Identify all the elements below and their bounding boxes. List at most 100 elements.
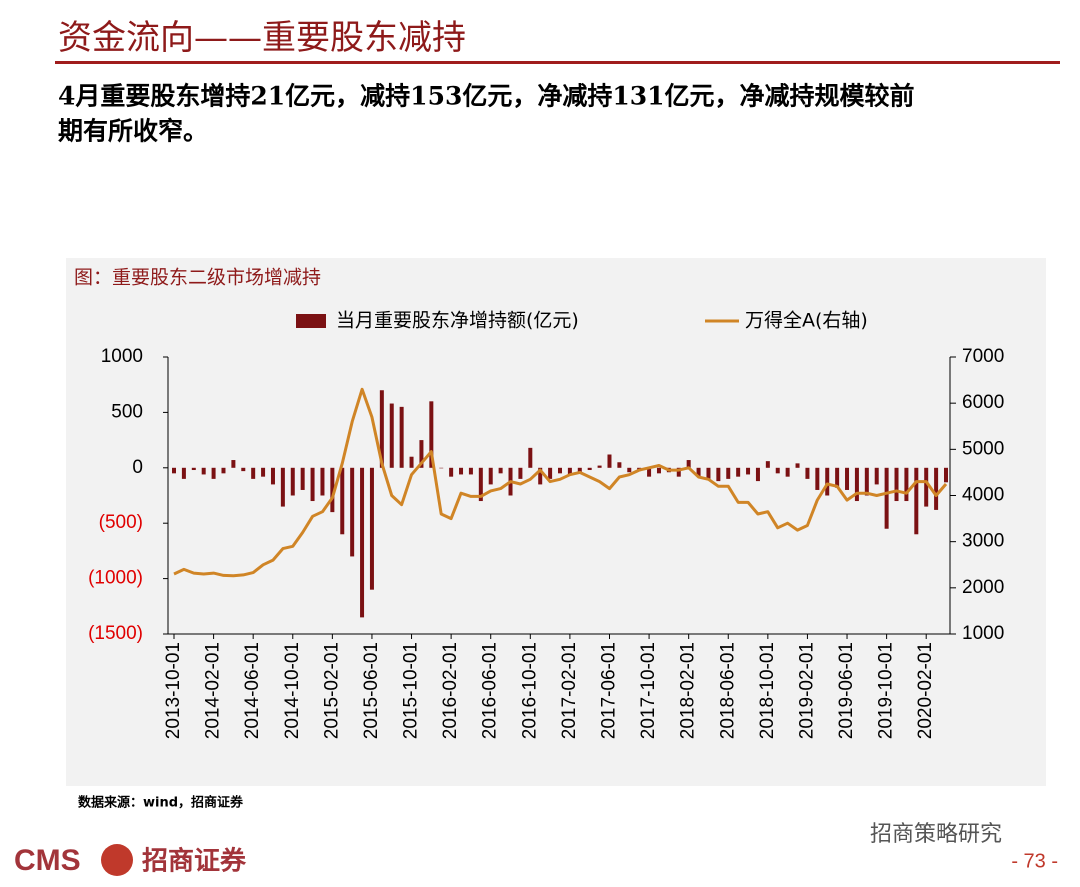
- watermark: 招商策略研究: [870, 822, 1002, 847]
- bar: [439, 467, 444, 469]
- bar: [211, 467, 216, 479]
- bar: [647, 467, 652, 477]
- y-tick-label: 0: [132, 457, 143, 478]
- bar: [270, 467, 275, 485]
- x-tick-label: 2014-06-01: [242, 642, 263, 739]
- summary-line: 期有所收窄。: [58, 117, 208, 146]
- y2-tick-label: 2000: [962, 577, 1004, 598]
- y2-tick-label: 3000: [962, 531, 1004, 552]
- bar: [558, 467, 562, 474]
- bar: [429, 401, 434, 468]
- bar: [330, 467, 335, 513]
- bar: [488, 467, 493, 485]
- bar: [231, 460, 236, 468]
- bar: [498, 467, 503, 474]
- bar: [716, 467, 721, 482]
- bar: [805, 467, 810, 479]
- bar: [934, 467, 939, 510]
- x-tick-label: 2020-02-01: [915, 642, 936, 739]
- bar: [191, 467, 196, 471]
- bar: [765, 461, 770, 468]
- bar: [686, 460, 691, 468]
- bar: [775, 467, 780, 474]
- x-tick-label: 2018-06-01: [717, 642, 738, 739]
- bar: [241, 467, 246, 472]
- bar: [409, 456, 414, 468]
- legend-label: 万得全A(右轴): [745, 310, 868, 332]
- x-tick-label: 2017-10-01: [638, 642, 659, 739]
- bar: [706, 467, 711, 479]
- bar: [746, 467, 751, 475]
- bar: [449, 467, 454, 477]
- title-rule: [55, 61, 1060, 64]
- bar: [627, 467, 632, 473]
- bar: [597, 465, 602, 468]
- bar: [320, 467, 325, 496]
- bar: [290, 467, 295, 496]
- bar: [656, 467, 661, 474]
- bar: [894, 467, 899, 502]
- bar: [548, 467, 553, 479]
- bar: [736, 467, 741, 477]
- bar: [587, 467, 592, 471]
- source: 数据来源：wind，招商证券: [78, 795, 244, 811]
- bar: [914, 467, 919, 535]
- y-tick-label: (500): [99, 512, 143, 533]
- bar: [755, 467, 760, 482]
- x-tick-label: 2013-10-01: [163, 642, 184, 739]
- bar: [399, 406, 404, 468]
- x-tick-label: 2014-10-01: [282, 642, 303, 739]
- y-tick-label: 500: [111, 401, 143, 422]
- bar: [468, 467, 473, 475]
- bar: [300, 467, 305, 490]
- y-tick-label: (1000): [88, 568, 143, 589]
- bar: [340, 467, 345, 535]
- bar: [528, 447, 533, 468]
- bar: [261, 467, 266, 477]
- x-tick-label: 2016-10-01: [519, 642, 540, 739]
- bar: [815, 467, 820, 490]
- bar: [389, 403, 394, 468]
- bar: [795, 463, 800, 468]
- y2-tick-label: 5000: [962, 438, 1004, 459]
- bar: [310, 467, 315, 502]
- y2-tick-label: 7000: [962, 346, 1004, 367]
- x-tick-label: 2015-02-01: [321, 642, 342, 739]
- bar: [726, 467, 731, 479]
- bar: [419, 440, 424, 468]
- bar: [350, 467, 355, 557]
- bar: [785, 467, 790, 477]
- line: [173, 387, 948, 578]
- bar: [280, 467, 285, 507]
- x-tick-label: 2019-06-01: [836, 642, 857, 739]
- chart-panel: [66, 258, 1046, 786]
- bar: [864, 467, 869, 496]
- brand-cn: 招商证券: [142, 846, 247, 877]
- chart: (1500) (1000) (500) 0 500 1000 1000 2000 3000 400…: [88, 310, 1004, 740]
- bar: [904, 467, 909, 502]
- y2-tick-label: 6000: [962, 392, 1004, 413]
- bar: [201, 467, 206, 475]
- bar: [518, 467, 523, 479]
- summary-line: 4月重要股东增持21亿元，减持153亿元，净减持131亿元，净减持规模较前: [58, 82, 915, 111]
- x-tick-label: 2018-02-01: [678, 642, 699, 739]
- brand: CMS: [14, 844, 81, 877]
- logo: [101, 844, 133, 876]
- y2-tick-label: 1000: [962, 623, 1004, 644]
- bar: [676, 467, 681, 477]
- page-title: 资金流向——重要股东减持: [58, 18, 466, 58]
- bar: [251, 467, 256, 479]
- y-tick-label: 1000: [101, 346, 143, 367]
- bar: [854, 467, 859, 502]
- y2-tick-label: 4000: [962, 485, 1004, 506]
- bar: [360, 467, 365, 618]
- bar: [181, 467, 186, 479]
- bar: [607, 454, 612, 468]
- x-tick-label: 2014-02-01: [203, 642, 224, 739]
- bar: [538, 467, 543, 485]
- x-tick-label: 2017-06-01: [599, 642, 620, 739]
- y-tick-label: (1500): [88, 623, 143, 644]
- x-tick-label: 2016-02-01: [440, 642, 461, 739]
